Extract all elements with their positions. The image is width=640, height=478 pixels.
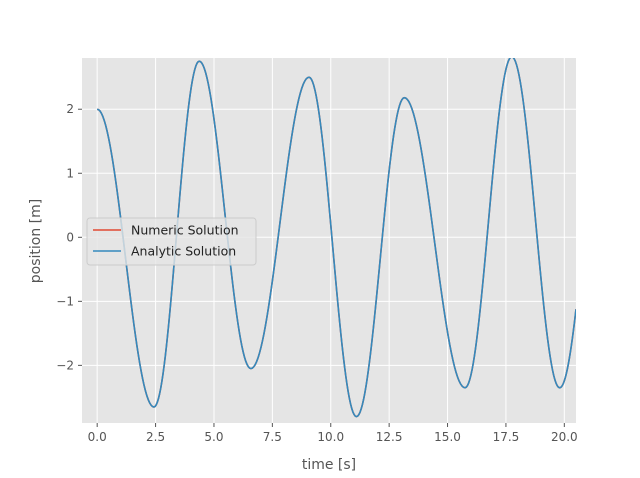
y-tick-label: 2 <box>66 102 74 116</box>
x-tick-label: 15.0 <box>434 430 461 444</box>
x-tick-label: 17.5 <box>493 430 520 444</box>
x-tick-label: 12.5 <box>376 430 403 444</box>
y-tick-label: −2 <box>56 358 74 372</box>
y-axis-label: position [m] <box>28 199 44 283</box>
y-axis-ticks: −2 −1 0 1 2 <box>56 102 82 372</box>
x-tick-label: 20.0 <box>551 430 578 444</box>
y-tick-label: 0 <box>66 230 74 244</box>
x-tick-label: 7.5 <box>263 430 282 444</box>
y-tick-label: −1 <box>56 294 74 308</box>
legend-box <box>86 217 257 266</box>
x-tick-label: 10.0 <box>317 430 344 444</box>
x-tick-label: 0.0 <box>88 430 107 444</box>
series-layer <box>96 58 576 418</box>
x-axis-label: time [s] <box>302 457 356 473</box>
y-tick-label: 1 <box>66 166 74 180</box>
x-axis-ticks: 0.0 2.5 5.0 7.5 10.0 12.5 15.0 17.5 20.0 <box>88 423 578 444</box>
series-line-analytic <box>96 58 576 418</box>
x-tick-label: 5.0 <box>204 430 223 444</box>
legend-label-numeric: Numeric Solution <box>131 223 239 238</box>
legend: Numeric Solution Analytic Solution <box>86 217 257 266</box>
legend-label-analytic: Analytic Solution <box>131 244 236 259</box>
x-tick-label: 2.5 <box>146 430 165 444</box>
